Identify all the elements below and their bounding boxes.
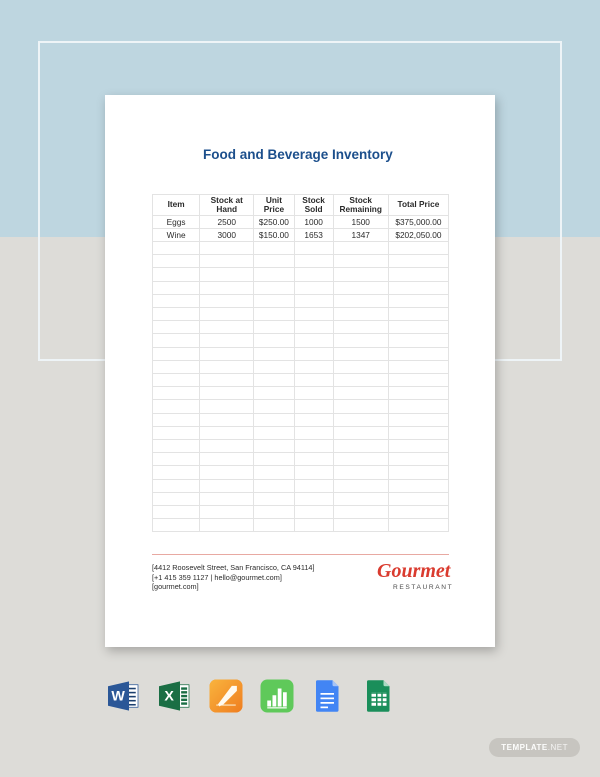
svg-text:X: X (165, 689, 175, 705)
svg-text:W: W (111, 689, 125, 705)
